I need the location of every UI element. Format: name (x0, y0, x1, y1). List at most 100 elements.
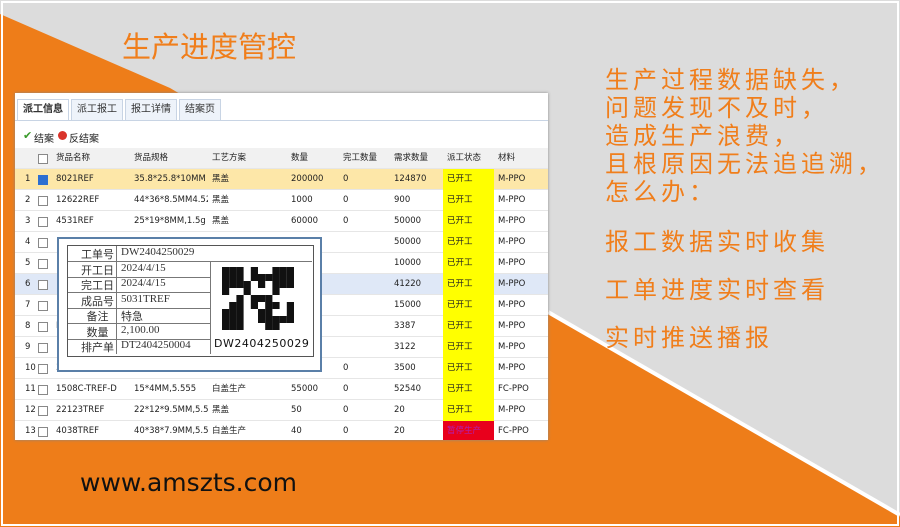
table-cell: 900 (394, 195, 411, 205)
title: 生产进度管控 (122, 30, 297, 64)
solution-line: 报工数据实时收集 (605, 230, 829, 256)
column-header: 工艺方案 (212, 153, 247, 163)
row-checkbox[interactable] (38, 259, 48, 269)
toolbar-button[interactable]: 反结案 (69, 134, 99, 145)
table-cell: 白盖生产 (212, 426, 247, 436)
row-checkbox[interactable] (38, 238, 48, 248)
table-cell: 已开工 (443, 358, 494, 379)
row-checkbox[interactable] (38, 343, 48, 353)
column-header: 派工状态 (447, 153, 482, 163)
table-cell: 50000 (394, 237, 422, 247)
row-number: 13 (25, 426, 36, 436)
label-divider (68, 292, 210, 293)
column-header: 完工数量 (343, 153, 378, 163)
table-cell: 0 (343, 426, 349, 436)
table-cell: 1000 (291, 195, 313, 205)
table-cell: 124870 (394, 174, 427, 184)
label-field-name: 排产单 (81, 342, 114, 354)
table-cell: 0 (343, 363, 349, 373)
row-number: 10 (25, 363, 36, 373)
table-cell: 已开工 (443, 190, 494, 211)
table-row[interactable] (15, 211, 548, 232)
label-field-name: 成品号 (81, 295, 114, 308)
header-row (15, 148, 548, 169)
table-row[interactable] (15, 358, 548, 379)
label-divider (68, 323, 210, 324)
table-cell: 52540 (394, 384, 422, 394)
tab[interactable]: 报工详情 (125, 99, 177, 121)
row-checkbox[interactable] (38, 406, 48, 416)
row-number: 1 (25, 174, 31, 184)
table-row[interactable] (15, 379, 548, 400)
label-field-name: 开工日 (81, 264, 114, 277)
table-cell: 黑盖 (212, 195, 230, 205)
table-cell: 0 (343, 384, 349, 394)
check-icon: ✔ (23, 129, 33, 142)
table-cell: 0 (343, 174, 349, 184)
label-column-divider (210, 261, 211, 354)
row-checkbox[interactable] (38, 196, 48, 206)
row-number: 4 (25, 237, 31, 247)
tab[interactable]: 派工信息 (17, 99, 69, 121)
table-cell: 4531REF (56, 216, 94, 226)
table-cell: 15*4MM,5.555 (134, 384, 197, 394)
table-row[interactable] (15, 190, 548, 211)
row-checkbox[interactable] (38, 301, 48, 311)
row-checkbox[interactable] (38, 175, 48, 185)
column-header: 货品名称 (56, 153, 91, 163)
row-checkbox[interactable] (38, 427, 48, 437)
label-divider (68, 307, 210, 309)
label-field-value: 2,100.00 (121, 323, 160, 336)
table-cell: 已开工 (443, 274, 494, 295)
row-checkbox[interactable] (38, 364, 48, 374)
table-cell: 已开工 (443, 211, 494, 232)
table-cell: 0 (343, 195, 349, 205)
table-cell: 黑盖 (212, 216, 230, 226)
table-cell: M-PPO (498, 300, 526, 310)
table-cell: 40 (291, 426, 302, 436)
table-cell: M-PPO (498, 321, 526, 331)
table-cell: 200000 (291, 174, 324, 184)
row-checkbox[interactable] (38, 280, 48, 290)
table-cell: M-PPO (498, 174, 526, 184)
table-cell: 3122 (394, 342, 416, 352)
table-cell: 白盖生产 (212, 384, 247, 394)
table-cell: FC-PPO (498, 426, 529, 436)
column-header: 货品规格 (134, 153, 169, 163)
table-cell: 已开工 (443, 400, 494, 421)
qr-caption: DW2404250029 (214, 337, 310, 350)
toolbar-button[interactable]: 结案 (34, 134, 54, 145)
label-column-divider (116, 246, 117, 354)
solution-line: 实时推送播报 (605, 326, 773, 352)
tab[interactable]: 结案页 (179, 99, 221, 121)
table-cell: 0 (343, 405, 349, 415)
screenshot: 派工信息 派工报工 报工详情 结案页 ✔ 结案 反结案 货品名称 货品规格 工艺方案 数量 完工数量需… (15, 93, 548, 440)
row-number: 7 (25, 300, 31, 310)
column-header: 材料 (498, 153, 516, 163)
cancel-icon (58, 131, 67, 140)
table-cell: 44*36*8.5MM4.52g (134, 195, 208, 205)
tab[interactable]: 派工报工 (71, 99, 123, 121)
row-number: 2 (25, 195, 31, 205)
solution-line: 工单进度实时查看 (605, 278, 829, 304)
label-field-name: 备注 (86, 311, 109, 323)
table-cell: 10000 (394, 258, 422, 268)
table-cell: M-PPO (498, 216, 526, 226)
row-checkbox[interactable] (38, 385, 48, 395)
table-row[interactable] (15, 400, 548, 421)
table-cell: 22*12*9.5MM,5.555 (134, 405, 208, 415)
row-checkbox[interactable] (38, 322, 48, 332)
row-checkbox[interactable] (38, 217, 48, 227)
table-cell: 8021REF (56, 174, 94, 184)
row-number: 11 (25, 384, 36, 394)
label-divider (68, 261, 312, 262)
label-field-value: 2024/4/15 (121, 261, 166, 274)
table-cell: 3500 (394, 363, 416, 373)
table-cell: M-PPO (498, 279, 526, 289)
table-cell: M-PPO (498, 258, 526, 268)
table-cell: 已开工 (443, 253, 494, 274)
table-cell: 已开工 (443, 295, 494, 316)
table-row[interactable] (15, 169, 548, 190)
problem-line: 生产过程数据缺失， (605, 68, 857, 94)
table-cell: 4038TREF (56, 426, 99, 436)
